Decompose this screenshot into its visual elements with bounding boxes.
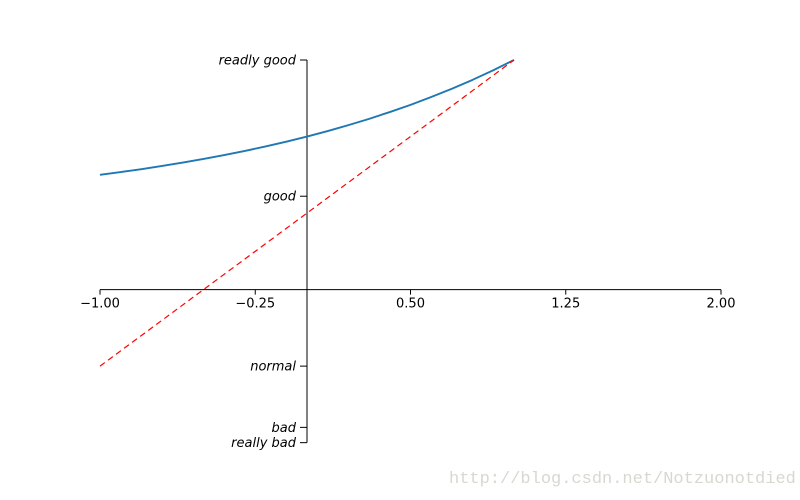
y-tick-label: readly good [219, 54, 297, 69]
x-tick-label: 0.50 [396, 297, 425, 312]
x-tick-label: 1.25 [551, 297, 580, 312]
y-tick-label: bad [272, 421, 297, 436]
y-tick-label: good [264, 190, 297, 205]
x-tick-label: −1.00 [80, 297, 120, 312]
y-tick-label: really bad [231, 436, 297, 451]
y-tick-label: normal [250, 360, 296, 375]
x-tick-label: 2.00 [707, 297, 736, 312]
x-tick-label: −0.25 [235, 297, 275, 312]
series-blue_curve [99, 59, 515, 176]
series-red_dashed_line [99, 59, 515, 367]
watermark-text: http://blog.csdn.net/Notzuonotdied [449, 470, 796, 489]
